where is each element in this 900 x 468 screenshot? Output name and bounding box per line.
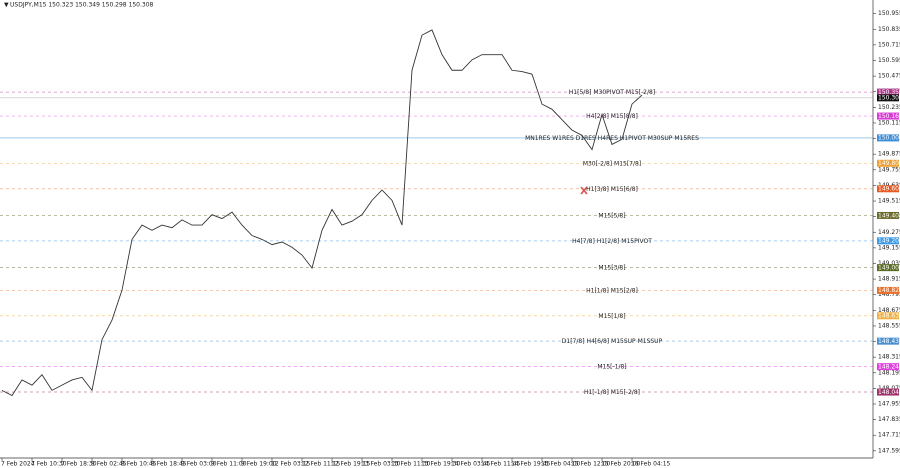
level-label: H4[2/8] M15[8/8] [586, 113, 638, 120]
y-tick-label: 148.915 [878, 276, 900, 283]
x-tick-label: 14 Feb 03:45 [451, 461, 491, 468]
level-label: H1[1/8] M15[2/8] [586, 287, 638, 294]
signal-marker [580, 186, 588, 195]
level-label: M15[5/8] [598, 212, 625, 219]
y-tick-label: 149.515 [878, 198, 900, 205]
y-tick-label: 150.595 [878, 57, 900, 64]
y-tick-label: 149.275 [878, 229, 900, 236]
chart-title: USDJPY,M15 150.323 150.349 150.298 150.3… [10, 2, 154, 9]
level-price-tag [877, 134, 899, 142]
y-tick-label: 147.595 [878, 447, 900, 454]
x-tick-label: 15 Feb 12:00 [571, 461, 611, 468]
x-tick-label: 12 Feb 11:15 [301, 461, 341, 468]
x-tick-label: 8 Feb 10:45 [121, 461, 157, 468]
x-tick-label: 15 Feb 20:00 [601, 461, 641, 468]
y-tick-label: 149.875 [878, 151, 900, 158]
level-price-tag [877, 286, 899, 294]
x-tick-label: 7 Feb 2024 [1, 461, 35, 468]
level-label: M15[-1/8] [597, 364, 626, 371]
level-price-label: 150.352 [878, 89, 900, 96]
y-tick-label: 150.115 [878, 119, 900, 126]
level-price-label: 149.209 [878, 238, 900, 245]
y-tick-label: 149.035 [878, 260, 900, 267]
y-tick-label: 150.955 [878, 10, 900, 17]
level-price-tag [877, 159, 899, 167]
y-tick-label: 149.755 [878, 166, 900, 173]
y-tick-label: 147.835 [878, 416, 900, 423]
x-tick-label: 15 Feb 04:00 [541, 461, 581, 468]
level-price-tag [877, 264, 899, 272]
x-tick-label: 8 Feb 18:45 [151, 461, 187, 468]
level-price-tag [877, 337, 899, 345]
level-label: M15[3/8] [598, 265, 625, 272]
level-label: M30[-2/8] M15[7/8] [583, 160, 641, 167]
level-label: H1[3/8] M15[6/8] [586, 186, 638, 193]
level-price-tag [877, 88, 899, 96]
price-line [1, 29, 643, 397]
x-tick-label: 13 Feb 03:30 [361, 461, 401, 468]
level-price-label: 149.404 [878, 212, 900, 219]
x-tick-label: 14 Feb 11:45 [481, 461, 521, 468]
level-label: H1[5/8] M30PIVOT M15[-2/8] [569, 89, 655, 96]
level-price-label: 150.000 [878, 135, 900, 142]
level-price-label: 148.438 [878, 338, 900, 345]
level-price-tag [877, 112, 899, 120]
level-price-tag [877, 185, 899, 193]
x-tick-label: 9 Feb 11:00 [211, 461, 247, 468]
last-price-tag [877, 94, 899, 102]
y-tick-label: 149.155 [878, 244, 900, 251]
level-price-label: 148.242 [878, 363, 900, 370]
level-price-label: 149.003 [878, 264, 900, 271]
level-label: M15[1/8] [598, 313, 625, 320]
y-tick-label: 148.315 [878, 354, 900, 361]
collapse-arrow: ▼ [4, 2, 9, 9]
x-tick-label: 8 Feb 02:45 [91, 461, 127, 468]
x-tick-label: 13 Feb 19:30 [421, 461, 461, 468]
level-price-label: 149.609 [878, 186, 900, 193]
last-price-label: 150.308 [878, 95, 900, 102]
y-tick-label: 150.475 [878, 73, 900, 80]
level-price-label: 148.828 [878, 287, 900, 294]
level-price-tag [877, 312, 899, 320]
y-tick-label: 150.835 [878, 26, 900, 33]
level-label: H4[7/8] H1[2/8] M15PIVOT [572, 238, 652, 245]
y-tick-label: 148.555 [878, 322, 900, 329]
x-tick-label: 12 Feb 03:15 [271, 461, 311, 468]
x-tick-label: 12 Feb 19:15 [331, 461, 371, 468]
level-price-label: 148.633 [878, 313, 900, 320]
level-price-tag [877, 363, 899, 371]
y-tick-label: 148.675 [878, 307, 900, 314]
y-tick-label: 150.235 [878, 104, 900, 111]
x-tick-label: 16 Feb 04:15 [631, 461, 671, 468]
x-tick-label: 7 Feb 10:30 [31, 461, 67, 468]
level-label: D1[7/8] H4[6/8] M15SUP M1SSUP [562, 338, 663, 345]
y-tick-label: 147.955 [878, 401, 900, 408]
x-tick-label: 9 Feb 03:00 [181, 461, 217, 468]
y-tick-label: 147.715 [878, 432, 900, 439]
level-price-tag [877, 211, 899, 219]
x-tick-label: 14 Feb 19:45 [511, 461, 551, 468]
level-price-label: 150.168 [878, 113, 900, 120]
level-price-label: 149.805 [878, 160, 900, 167]
y-tick-label: 150.715 [878, 41, 900, 48]
x-tick-label: 13 Feb 11:30 [391, 461, 431, 468]
y-tick-label: 148.195 [878, 369, 900, 376]
y-tick-label: 148.075 [878, 385, 900, 392]
level-label: MN1RES W1RES D1RES H4RES H1PIVOT M30SUP … [525, 135, 699, 142]
level-price-tag [877, 388, 899, 396]
x-tick-label: 9 Feb 19:00 [241, 461, 277, 468]
x-tick-label: 7 Feb 18:30 [61, 461, 97, 468]
level-label: H1[-1/8] M15[-2/8] [584, 389, 640, 396]
level-price-tag [877, 237, 899, 245]
y-tick-label: 148.795 [878, 291, 900, 298]
level-price-label: 148.047 [878, 389, 900, 396]
